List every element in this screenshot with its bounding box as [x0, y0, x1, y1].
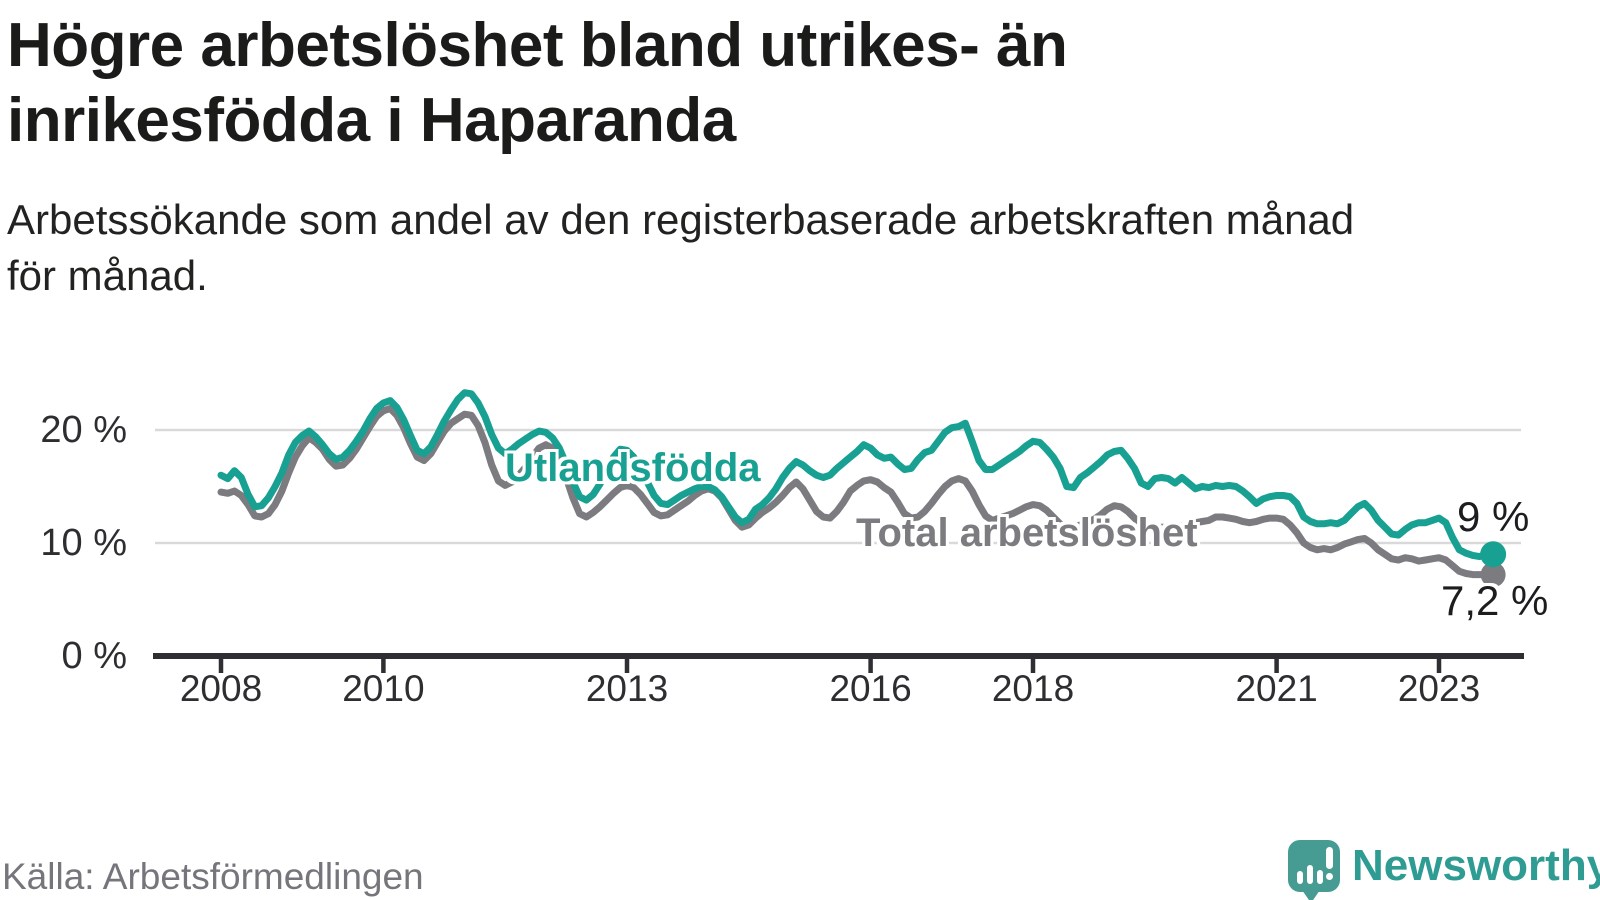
y-axis-label-0: 0 %	[61, 635, 127, 677]
source-note: Källa: Arbetsförmedlingen	[2, 856, 424, 897]
end-dot-utlandsf-dda	[1480, 541, 1507, 568]
chart-subtitle: Arbetssökande som andel av den registerb…	[7, 192, 1567, 304]
speech-bubble-tail	[1302, 890, 1320, 900]
exclamation-dot-icon	[1326, 873, 1333, 880]
exclamation-icon	[1326, 847, 1333, 869]
newsworthy-logo: Newsworthy	[1288, 840, 1600, 900]
series-label-total-arbetsloshet: Total arbetslöshet	[856, 511, 1198, 555]
x-axis-label-2018: 2018	[991, 668, 1075, 709]
series-line-utlandsf-dda	[217, 389, 1497, 561]
bar-chart-icon-bar2	[1307, 865, 1313, 884]
chart-subtitle-line2: för månad.	[7, 252, 208, 299]
brand-name: Newsworthy	[1352, 841, 1600, 890]
bar-chart-icon-bar1	[1297, 871, 1303, 884]
x-axis-label-2021: 2021	[1235, 668, 1318, 709]
page-title-line2: inrikesfödda i Haparanda	[7, 86, 736, 155]
series-label-utlandsfodda: Utlandsfödda	[505, 446, 761, 490]
x-axis	[153, 653, 1524, 673]
x-axis-label-2010: 2010	[342, 668, 425, 709]
y-axis-label-10: 10 %	[40, 522, 127, 564]
newsworthy-bubble-chart-icon	[1288, 840, 1340, 900]
page-title: Högre arbetslöshet bland utrikes- än inr…	[7, 8, 1567, 158]
x-axis-label-2008: 2008	[179, 668, 263, 709]
series-line-total-arbetsl-shet	[217, 405, 1497, 579]
x-axis-label-2016: 2016	[829, 668, 912, 709]
y-axis-label-20: 20 %	[40, 409, 127, 451]
end-value-utlandsfodda: 9 %	[1457, 493, 1530, 540]
bar-chart-icon-bar3	[1317, 870, 1323, 884]
chart-subtitle-line1: Arbetssökande som andel av den registerb…	[7, 196, 1355, 243]
end-dot-total-arbetsl-shet	[1480, 562, 1506, 588]
end-dots	[1480, 541, 1507, 588]
series-lines	[217, 389, 1497, 579]
gridlines	[155, 428, 1521, 545]
end-value-total-arbetsloshet: 7,2 %	[1441, 577, 1549, 624]
page-title-line1: Högre arbetslöshet bland utrikes- än	[7, 11, 1068, 80]
x-axis-label-2013: 2013	[585, 668, 669, 709]
x-axis-label-2023: 2023	[1397, 668, 1481, 709]
